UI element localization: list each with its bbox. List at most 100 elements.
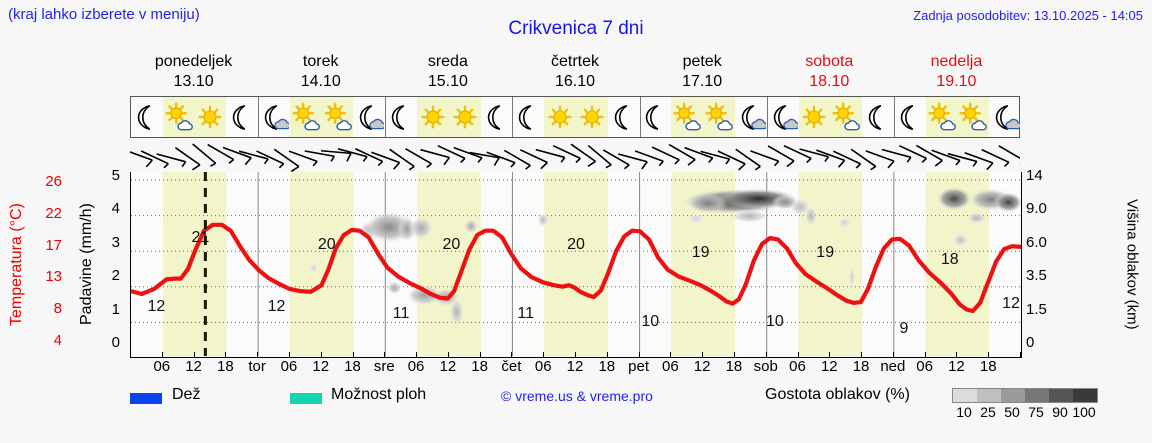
day-name: četrtek: [550, 53, 599, 70]
sun-icon: [449, 97, 481, 137]
moon-icon: [862, 97, 894, 137]
day-header-4: četrtek 16.10: [511, 52, 638, 92]
day-date: 17.10: [682, 73, 723, 90]
moon-icon: [894, 97, 926, 137]
x-tick: [956, 352, 958, 357]
cloud-density-blob: [387, 281, 402, 295]
credit-link[interactable]: © vreme.us & vreme.pro: [501, 388, 653, 404]
x-tick-label: sob: [753, 358, 778, 375]
precipitation-tick: 2: [111, 267, 120, 285]
wind-barb: [288, 150, 318, 167]
moon-cloud-icon: [767, 97, 799, 137]
plot-canvas: [131, 172, 1021, 356]
cloud-density-blob: [967, 212, 986, 224]
cloud-density-tick: 90: [1052, 404, 1068, 420]
sun-icon: [799, 97, 831, 137]
daily-max-temp-label: 20: [567, 236, 585, 254]
day-name: ponedeljek: [154, 53, 233, 70]
rain-legend-swatch: [130, 393, 162, 404]
temperature-axis-title: Temperatura (°C): [8, 203, 25, 326]
moon-cloud-icon: [735, 97, 767, 137]
x-tick-label: 18: [598, 358, 616, 375]
x-tick: [1020, 352, 1021, 357]
x-tick-label: 12: [312, 358, 330, 375]
cloud-density-tick: 25: [980, 404, 996, 420]
cloud-density-tick: 100: [1072, 404, 1096, 420]
temperature-line: [131, 222, 1021, 314]
wind-barb: [389, 148, 415, 171]
day-header-5: petek 17.10: [639, 52, 766, 92]
precipitation-tick: 4: [111, 200, 120, 218]
cloud-density-blob: [537, 213, 549, 227]
x-tick-label: 18: [344, 358, 361, 375]
daylight-band: [544, 172, 608, 356]
daily-min-temp-label: 11: [392, 305, 410, 323]
wind-barb-row: [130, 143, 1020, 172]
daily-max-temp-label: 20: [317, 236, 336, 254]
x-tick-label: 18: [725, 358, 743, 375]
precipitation-tick: 5: [111, 167, 120, 184]
wind-barb: [256, 150, 285, 169]
daylight-band: [417, 172, 481, 356]
showers-legend-label: Možnost ploh: [331, 386, 427, 403]
wind-barb: [931, 149, 961, 166]
x-tick-label: 06: [280, 358, 298, 375]
day-separator: [766, 97, 768, 137]
sun-cloud-icon: [671, 97, 703, 137]
day-header-2: torek 14.10: [257, 52, 384, 92]
wind-barb: [947, 152, 978, 167]
day-name: petek: [682, 53, 722, 70]
wind-barb: [799, 148, 830, 163]
day-name: torek: [302, 53, 339, 70]
daylight-band: [289, 172, 354, 356]
cloud-height-tick: 1.5: [1026, 300, 1047, 318]
x-tick-label: 06: [789, 358, 806, 375]
precipitation-tick: 3: [111, 233, 120, 251]
sun-icon: [544, 97, 576, 137]
precipitation-axis-title: Padavine (mm/h): [78, 203, 95, 326]
day-name: sobota: [805, 53, 854, 70]
cloud-density-swatch: [977, 389, 1001, 402]
wind-barb: [750, 150, 780, 167]
day-date: 15.10: [427, 73, 468, 90]
chart-legend: Dež Možnost ploh © vreme.us & vreme.pro …: [0, 382, 1152, 443]
x-tick-label: 06: [662, 358, 679, 375]
x-tick: [161, 352, 163, 357]
cloud-density-swatch: [1001, 389, 1025, 402]
x-tick-label: 06: [407, 358, 425, 375]
x-tick: [702, 352, 704, 357]
wind-barb: [453, 146, 483, 163]
cloud-density-blob: [838, 217, 852, 229]
showers-legend-swatch: [290, 393, 322, 404]
cloud-height-tick: 3.5: [1026, 267, 1047, 285]
cloud-density-tick: 75: [1028, 404, 1044, 420]
wind-barb: [140, 150, 169, 169]
day-header-row: ponedeljek 13.10 torek 14.10 sreda 15.10 četrt…: [130, 52, 1020, 94]
cloud-density-swatch: [953, 389, 977, 402]
wind-barb: [321, 149, 352, 162]
x-tick-label: 12: [693, 358, 711, 375]
wind-barb: [634, 150, 664, 167]
moon-cloud-icon: [989, 97, 1021, 137]
moon-icon: [512, 97, 544, 137]
x-tick-label: 12: [185, 358, 202, 375]
day-name: sreda: [427, 53, 468, 70]
wind-barb: [192, 143, 217, 167]
x-tick: [638, 352, 640, 357]
x-tick: [670, 352, 672, 357]
x-tick: [257, 352, 259, 357]
cloud-density-blob: [790, 198, 811, 216]
sun-cloud-icon: [830, 97, 862, 137]
wind-barb: [833, 150, 862, 169]
x-tick: [892, 352, 894, 357]
x-tick: [320, 352, 322, 357]
x-tick: [797, 352, 799, 357]
wind-barb: [207, 143, 235, 164]
day-date: 16.10: [554, 73, 596, 90]
wind-barb: [587, 144, 612, 169]
wind-barb: [964, 151, 994, 171]
daylight-band: [798, 172, 863, 356]
cloud-density-blob: [805, 206, 817, 226]
wind-barb: [535, 148, 566, 163]
sun-cloud-icon: [290, 97, 322, 137]
